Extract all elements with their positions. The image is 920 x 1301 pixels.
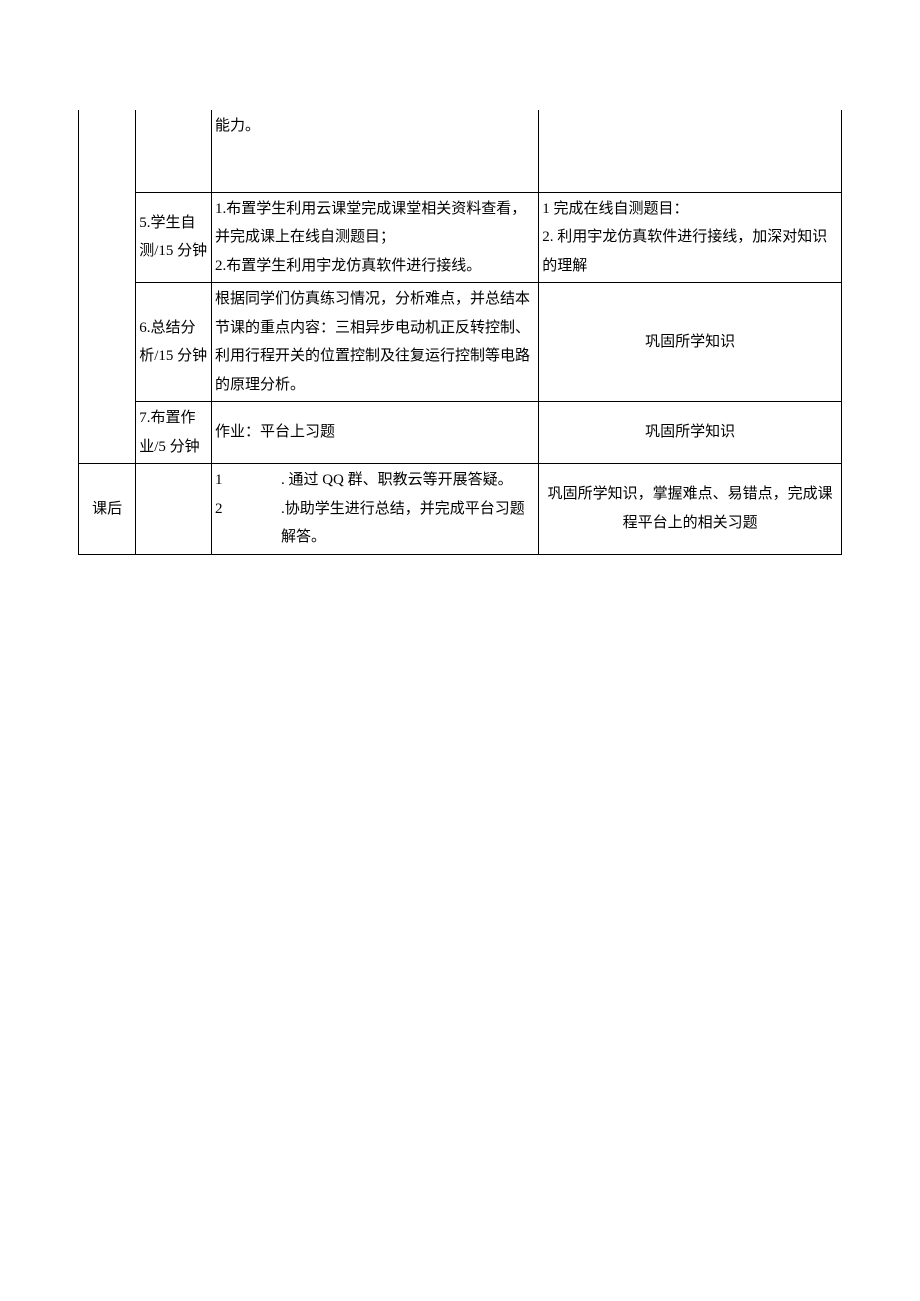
text-line: 1 完成在线自测题目： bbox=[542, 201, 688, 217]
cell-student-activity bbox=[539, 110, 842, 192]
cell-teacher-activity: 作业：平台上习题 bbox=[211, 402, 538, 464]
table-row: 6.总结分析/15 分钟 根据同学们仿真练习情况，分析难点，并总结本节课的重点内… bbox=[79, 283, 842, 402]
lesson-plan-table: 能力。 5.学生自测/15 分钟 1.布置学生利用云课堂完成课堂相关资料查看，并… bbox=[78, 110, 842, 555]
cell-teacher-activity: 根据同学们仿真练习情况，分析难点，并总结本节课的重点内容：三相异步电动机正反转控… bbox=[211, 283, 538, 402]
text-line: 2. 利用宇龙仿真软件进行接线，加深对知识的理解 bbox=[542, 229, 827, 274]
cell-teacher-activity: 能力。 bbox=[211, 110, 538, 192]
text-line: 1.布置学生利用云课堂完成课堂相关资料查看，并完成课上在线自测题目； bbox=[215, 201, 526, 246]
cell-teacher-activity: 1 . 通过 QQ 群、职教云等开展答疑。 2 .协助学生进行总结，并完成平台习… bbox=[211, 464, 538, 555]
cell-step-homework: 7.布置作业/5 分钟 bbox=[136, 402, 212, 464]
table-row: 7.布置作业/5 分钟 作业：平台上习题 巩固所学知识 bbox=[79, 402, 842, 464]
cell-student-activity: 巩固所学知识 bbox=[539, 283, 842, 402]
cell-step-empty bbox=[136, 464, 212, 555]
list-number: 1 bbox=[215, 466, 281, 495]
cell-stage-after-class: 课后 bbox=[79, 464, 136, 555]
list-text: . 通过 QQ 群、职教云等开展答疑。 bbox=[281, 466, 535, 495]
table-row: 课后 1 . 通过 QQ 群、职教云等开展答疑。 2 .协助学生进行总结，并完成… bbox=[79, 464, 842, 555]
cell-student-activity: 1 完成在线自测题目： 2. 利用宇龙仿真软件进行接线，加深对知识的理解 bbox=[539, 192, 842, 283]
list-text: .协助学生进行总结，并完成平台习题解答。 bbox=[281, 495, 535, 552]
text-line: 2.布置学生利用宇龙仿真软件进行接线。 bbox=[215, 258, 481, 274]
cell-step-summary: 6.总结分析/15 分钟 bbox=[136, 283, 212, 402]
cell-student-activity: 巩固所学知识 bbox=[539, 402, 842, 464]
cell-stage-empty bbox=[79, 110, 136, 464]
cell-teacher-activity: 1.布置学生利用云课堂完成课堂相关资料查看，并完成课上在线自测题目； 2.布置学… bbox=[211, 192, 538, 283]
cell-student-activity: 巩固所学知识，掌握难点、易错点，完成课程平台上的相关习题 bbox=[539, 464, 842, 555]
cell-step-self-test: 5.学生自测/15 分钟 bbox=[136, 192, 212, 283]
table-row: 5.学生自测/15 分钟 1.布置学生利用云课堂完成课堂相关资料查看，并完成课上… bbox=[79, 192, 842, 283]
table-row: 能力。 bbox=[79, 110, 842, 192]
list-number: 2 bbox=[215, 495, 281, 552]
cell-step-empty bbox=[136, 110, 212, 192]
